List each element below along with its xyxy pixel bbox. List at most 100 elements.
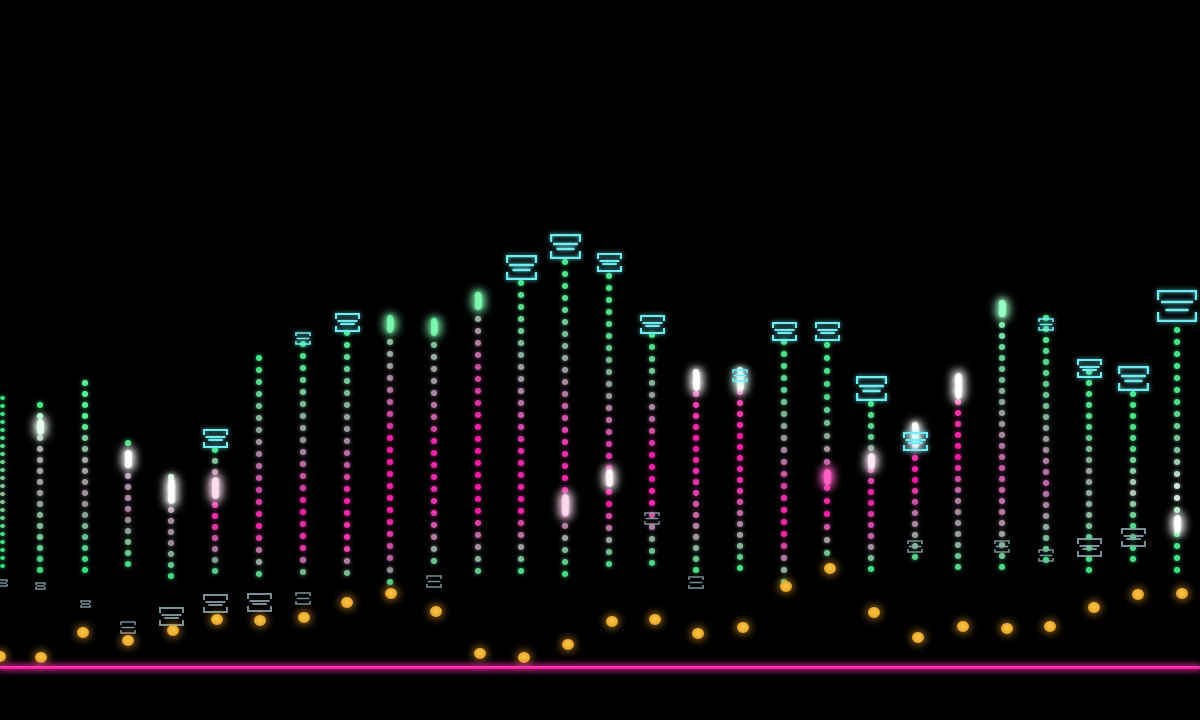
column-dot xyxy=(474,544,482,550)
column-dot xyxy=(255,367,263,373)
bracket-stack-icon xyxy=(549,233,581,259)
column-dot xyxy=(81,446,89,452)
column-dot xyxy=(736,488,744,494)
amber-particle xyxy=(385,587,397,599)
column-dot xyxy=(386,351,394,357)
column-dot xyxy=(954,454,962,460)
column-dot xyxy=(911,510,919,516)
column-dot xyxy=(823,459,831,465)
column-dot xyxy=(1042,458,1050,464)
column-dot xyxy=(823,368,831,374)
column-dot xyxy=(0,500,5,504)
column-dot xyxy=(81,402,89,408)
column-dot xyxy=(517,412,525,418)
bracket-stack-dim-icon xyxy=(1038,547,1054,562)
column-dot xyxy=(386,543,394,549)
column-dot xyxy=(998,399,1006,405)
column-dot xyxy=(430,342,438,348)
column-dot xyxy=(867,555,875,561)
bracket-stack-dim-icon xyxy=(1120,527,1146,547)
column-dot xyxy=(343,546,351,552)
column-dot xyxy=(692,424,700,430)
column-dot xyxy=(823,524,831,530)
bracket-stack-icon xyxy=(771,321,797,341)
bracket-stack-icon xyxy=(1117,365,1149,391)
column-dot xyxy=(605,441,613,447)
column-dot xyxy=(167,573,175,579)
bracket-stack-dim-icon xyxy=(1076,537,1102,557)
column-dot xyxy=(561,319,569,325)
column-dot xyxy=(81,424,89,430)
column-dot xyxy=(430,414,438,420)
glow-segment xyxy=(36,419,44,435)
amber-particle xyxy=(474,647,486,659)
column-dot xyxy=(0,532,5,536)
bracket-stack-icon xyxy=(596,252,622,272)
column-dot xyxy=(1129,457,1137,463)
column-dot xyxy=(605,393,613,399)
column-dot xyxy=(430,354,438,360)
amber-particle xyxy=(562,638,574,650)
column-dot xyxy=(954,509,962,515)
column-dot xyxy=(954,531,962,537)
column-dot xyxy=(1129,534,1137,540)
column-dot xyxy=(736,455,744,461)
column-dot xyxy=(255,403,263,409)
column-dot xyxy=(343,378,351,384)
column-dot xyxy=(561,463,569,469)
column-dot xyxy=(386,375,394,381)
column-dot xyxy=(517,388,525,394)
column-dot xyxy=(517,544,525,550)
column-dot xyxy=(998,509,1006,515)
column-dot xyxy=(517,340,525,346)
column-dot xyxy=(1042,469,1050,475)
column-dot xyxy=(124,539,132,545)
column-dot xyxy=(430,558,438,564)
column-dot xyxy=(823,394,831,400)
column-dot xyxy=(299,569,307,575)
column-dot xyxy=(211,524,219,530)
column-dot xyxy=(474,472,482,478)
column-dot xyxy=(36,435,44,441)
column-dot xyxy=(867,401,875,407)
amber-particle xyxy=(298,611,310,623)
column-dot xyxy=(36,479,44,485)
bracket-stack-dim-icon xyxy=(644,510,660,525)
column-dot xyxy=(343,570,351,576)
column-dot xyxy=(211,546,219,552)
column-dot xyxy=(605,405,613,411)
column-dot xyxy=(0,564,5,568)
column-dot xyxy=(255,511,263,517)
bracket-stack-icon xyxy=(334,312,360,332)
column-dot xyxy=(1085,402,1093,408)
column-dot xyxy=(0,420,5,424)
column-dot xyxy=(561,331,569,337)
column-dot xyxy=(561,571,569,577)
column-dot xyxy=(823,342,831,348)
bracket-stack-dim-icon xyxy=(426,573,442,588)
column-dot xyxy=(561,271,569,277)
column-dot xyxy=(736,433,744,439)
column-dot xyxy=(517,568,525,574)
column-dot xyxy=(299,413,307,419)
column-dot xyxy=(998,377,1006,383)
column-dot xyxy=(430,366,438,372)
column-dot xyxy=(299,353,307,359)
column-dot xyxy=(474,520,482,526)
column-dot xyxy=(430,486,438,492)
column-dot xyxy=(343,402,351,408)
column-dot xyxy=(1042,348,1050,354)
column-dot xyxy=(1042,370,1050,376)
column-dot xyxy=(780,543,788,549)
column-dot xyxy=(561,451,569,457)
column-dot xyxy=(386,387,394,393)
column-dot xyxy=(0,468,5,472)
column-dot xyxy=(343,354,351,360)
column-dot xyxy=(255,355,263,361)
column-dot xyxy=(474,376,482,382)
column-dot xyxy=(255,439,263,445)
column-dot xyxy=(736,389,744,395)
column-dot xyxy=(167,562,175,568)
column-dot xyxy=(124,550,132,556)
column-dot xyxy=(124,528,132,534)
